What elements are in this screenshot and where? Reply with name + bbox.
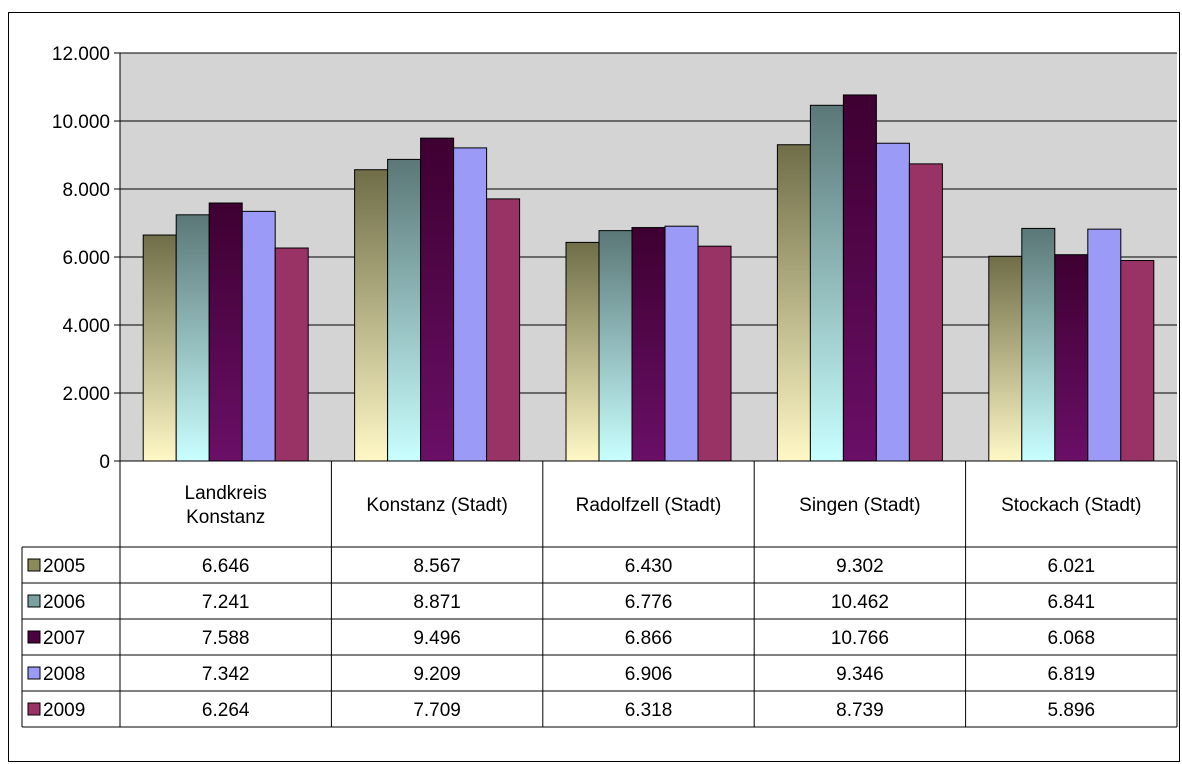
data-label-2005-4: 6.021 [1048,556,1096,577]
bar-2006-3 [809,104,844,462]
data-label-2006-4: 6.841 [1048,592,1096,613]
bar-2006-1 [387,158,422,462]
data-label-2008-3: 9.346 [836,664,884,685]
legend-swatch-2007 [27,630,41,644]
y-tick-label: 4.000 [62,316,110,337]
category-label: Landkreis [185,483,267,504]
data-label-2008-4: 6.819 [1048,664,1096,685]
bar-2006-4 [1021,227,1056,462]
category-label: Radolfzell (Stadt) [576,495,722,516]
y-tick-label: 0 [99,452,110,473]
bar-2008-3 [875,142,910,462]
data-label-2009-3: 8.739 [836,700,884,721]
legend-swatch-2008 [27,666,41,680]
y-tick-label: 6.000 [62,248,110,269]
bar-2008-0 [241,210,276,462]
legend-label-2008: 2008 [43,664,85,685]
y-tick-label: 10.000 [52,112,110,133]
bar-2007-1 [420,137,455,462]
legend-label-2006: 2006 [43,592,85,613]
data-label-2007-2: 6.866 [625,628,673,649]
data-label-2009-1: 7.709 [413,700,461,721]
bar-2007-2 [631,227,666,462]
y-tick-label: 8.000 [62,180,110,201]
bar-2009-2 [697,245,732,462]
category-label: Stockach (Stadt) [1001,495,1141,516]
bar-2005-1 [354,169,389,462]
data-label-2009-0: 6.264 [202,700,250,721]
bar-2005-2 [565,241,600,462]
category-label: Konstanz [186,507,265,528]
bar-2007-4 [1054,254,1089,462]
legend-swatch-2005 [27,558,41,572]
data-label-2007-4: 6.068 [1048,628,1096,649]
bar-2008-1 [453,147,488,462]
data-label-2006-3: 10.462 [831,592,889,613]
data-label-2006-2: 6.776 [625,592,673,613]
data-label-2008-2: 6.906 [625,664,673,685]
data-label-2009-2: 6.318 [625,700,673,721]
data-label-2006-0: 7.241 [202,592,250,613]
data-label-2006-1: 8.871 [413,592,461,613]
legend-label-2009: 2009 [43,700,85,721]
category-label: Singen (Stadt) [799,495,920,516]
legend-label-2005: 2005 [43,556,85,577]
y-tick-label: 2.000 [62,384,110,405]
y-tick-label: 12.000 [52,44,110,65]
legend-swatch-2006 [27,594,41,608]
data-label-2005-1: 8.567 [413,556,461,577]
bar-2008-4 [1087,228,1122,462]
data-label-2008-0: 7.342 [202,664,250,685]
bar-2007-0 [208,202,243,462]
data-label-2008-1: 9.209 [413,664,461,685]
bar-2006-2 [598,230,633,462]
legend-swatch-2009 [27,702,41,716]
bar-2009-4 [1120,260,1155,462]
data-label-2007-1: 9.496 [413,628,461,649]
bar-2005-0 [142,234,177,462]
data-label-2009-4: 5.896 [1048,700,1096,721]
category-label: Konstanz (Stadt) [366,495,508,516]
bar-2006-0 [175,214,210,462]
data-label-2007-0: 7.588 [202,628,250,649]
data-label-2005-3: 9.302 [836,556,884,577]
bar-2008-2 [664,225,699,462]
bar-2009-3 [908,163,943,462]
data-label-2007-3: 10.766 [831,628,889,649]
bar-2005-3 [776,144,811,462]
data-label-2005-0: 6.646 [202,556,250,577]
data-label-2005-2: 6.430 [625,556,673,577]
bar-2009-1 [486,198,521,462]
legend-label-2007: 2007 [43,628,85,649]
bar-2005-4 [988,255,1023,462]
bar-2007-3 [842,94,877,462]
bar-2009-0 [274,247,309,462]
